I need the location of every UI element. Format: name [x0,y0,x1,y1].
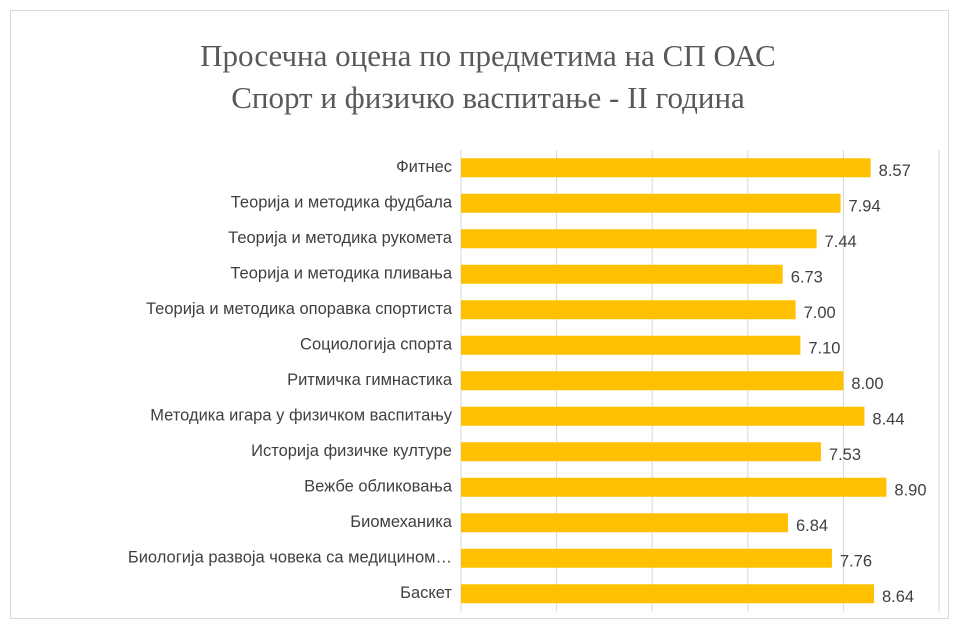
data-label: 8.90 [894,482,926,500]
bar [461,193,841,213]
bar [461,513,788,533]
y-tick-label: Биологија развоја човека са медицином… [128,549,452,567]
bar [461,584,874,604]
data-label: 7.53 [829,446,861,464]
bar [461,264,783,284]
y-tick-label: Фитнес [396,158,452,176]
y-tick-label: Ритмичка гимнастика [287,371,453,389]
bar [461,335,801,355]
data-label: 8.57 [879,162,911,180]
chart-title: Просечна оцена по предметима на СП ОАС [200,38,776,73]
bar [461,371,844,391]
bar [461,158,871,178]
y-tick-label: Историја физичке културе [251,442,452,460]
y-tick-label: Теорија и методика пливања [230,265,452,283]
y-tick-label: Биомеханика [350,513,453,531]
data-label: 7.76 [840,553,872,571]
bar [461,229,817,249]
y-tick-label: Теорија и методика опоравка спортиста [146,300,453,318]
data-label: 8.44 [872,411,904,429]
data-label: 7.10 [808,340,840,358]
data-label: 8.64 [882,588,914,606]
data-label: 6.73 [791,269,823,287]
data-label: 7.94 [849,198,881,216]
y-tick-label: Теорија и методика рукомета [228,229,453,247]
y-tick-label: Теорија и методика фудбала [231,194,453,212]
bar [461,300,796,320]
data-label: 8.00 [851,375,883,393]
y-tick-label: Вежбе обликовања [304,478,453,496]
y-tick-label: Методика игара у физичком васпитању [150,407,453,425]
chart-title: Спорт и физичко васпитање - II година [231,80,745,115]
bar [461,406,865,426]
y-tick-label: Социологија спорта [300,336,453,354]
data-label: 7.00 [804,304,836,322]
bar [461,477,887,497]
y-tick-label: Баскет [400,584,452,602]
bar [461,548,832,568]
data-label: 7.44 [825,233,857,251]
data-label: 6.84 [796,517,828,535]
bar [461,442,821,462]
